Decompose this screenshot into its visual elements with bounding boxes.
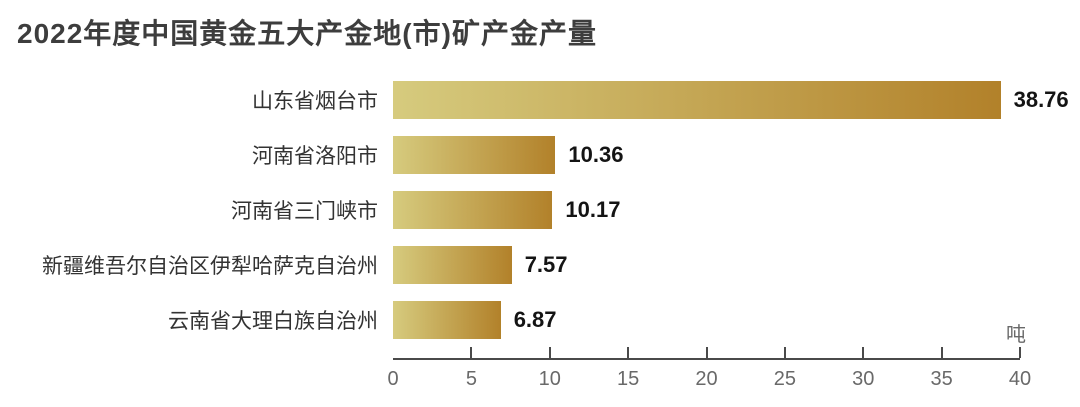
axis-tick-label: 20: [695, 368, 718, 390]
bar-rows: 山东省烟台市 38.76 河南省洛阳市 10.36 河南省三门峡市 10.17 新疆维吾尔自…: [0, 72, 1080, 347]
x-axis: 吨 0 5 10 15 20 25 30 35 40: [387, 324, 1031, 390]
value-label: 10.17: [565, 196, 621, 222]
axis-tick: [862, 347, 865, 358]
value-label: 10.36: [568, 141, 624, 167]
axis-tick-label: 40: [1008, 368, 1032, 390]
category-label: 河南省三门峡市: [231, 199, 378, 223]
axis-tick-label: 35: [930, 368, 953, 390]
bar-row: 云南省大理白族自治州 6.87: [0, 292, 1080, 347]
value-label: 38.76: [1013, 86, 1069, 112]
bar: [393, 245, 512, 284]
axis-tick: [470, 347, 473, 358]
bar: [393, 190, 553, 229]
axis-tick-label: 5: [465, 368, 477, 390]
bar: [393, 135, 556, 174]
bar-row: 新疆维吾尔自治区伊犁哈萨克自治州 7.57: [0, 237, 1080, 292]
x-axis-line: [393, 358, 1020, 360]
chart-title: 2022年度中国黄金五大产金地(市)矿产金产量: [17, 18, 597, 49]
category-label: 河南省洛阳市: [252, 144, 378, 168]
axis-tick-label: 15: [617, 368, 640, 390]
bar: [393, 80, 1001, 119]
axis-tick-label: 30: [852, 368, 875, 390]
bar-row: 山东省烟台市 38.76: [0, 72, 1080, 127]
bar: [393, 300, 501, 339]
bar-row: 河南省洛阳市 10.36: [0, 127, 1080, 182]
axis-tick: [627, 347, 630, 358]
value-label: 6.87: [513, 306, 557, 332]
value-label: 7.57: [524, 251, 568, 277]
category-label: 山东省烟台市: [252, 89, 378, 113]
axis-unit-label: 吨: [1006, 324, 1026, 346]
axis-tick-label: 0: [387, 368, 399, 390]
axis-tick: [705, 347, 708, 358]
axis-tick-label: 25: [773, 368, 796, 390]
category-label: 云南省大理白族自治州: [168, 309, 378, 333]
category-label: 新疆维吾尔自治区伊犁哈萨克自治州: [42, 254, 378, 278]
axis-tick: [548, 347, 551, 358]
bar-row: 河南省三门峡市 10.17: [0, 182, 1080, 237]
axis-tick-label: 10: [538, 368, 561, 390]
axis-tick: [1019, 347, 1021, 358]
axis-tick: [783, 347, 786, 358]
axis-tick: [940, 347, 943, 358]
